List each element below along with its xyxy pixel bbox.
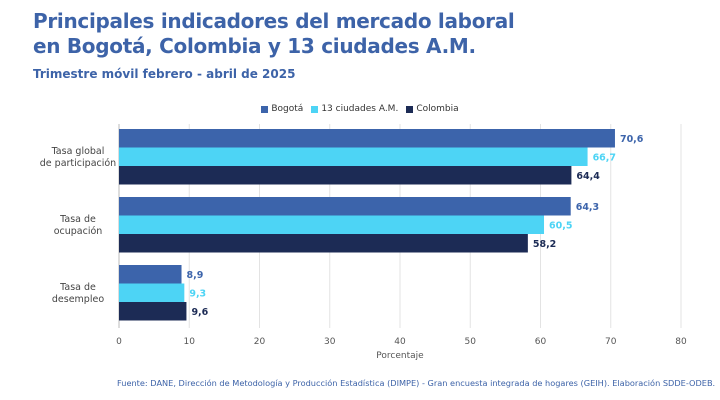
- bar: [119, 166, 572, 185]
- bar: [119, 265, 182, 284]
- bar: [119, 147, 588, 166]
- x-tick-label: 10: [184, 337, 196, 347]
- legend-swatch-13-ciudades: [311, 105, 319, 113]
- legend-swatch-colombia: [406, 105, 414, 113]
- bar: [119, 302, 187, 321]
- x-tick-label: 50: [465, 337, 477, 347]
- x-tick-label: 80: [675, 337, 687, 347]
- data-label: 70,6: [620, 134, 644, 145]
- x-tick-label: 30: [324, 337, 336, 347]
- chart-title-line-2: en Bogotá, Colombia y 13 ciudades A.M.: [33, 34, 476, 58]
- data-label: 58,2: [533, 239, 556, 250]
- chart-legend: Bogotá 13 ciudades A.M. Colombia: [0, 104, 720, 114]
- category-label: desempleo: [52, 294, 104, 305]
- chart-title: Principales indicadores del mercado labo…: [33, 9, 515, 59]
- category-label: Tasa de: [59, 214, 96, 225]
- data-label: 60,5: [549, 220, 572, 231]
- legend-item-bogota: Bogotá: [261, 104, 303, 114]
- bar: [119, 283, 185, 302]
- legend-label-13-ciudades: 13 ciudades A.M.: [321, 104, 399, 114]
- legend-swatch-bogota: [261, 105, 269, 113]
- data-label: 9,3: [189, 288, 206, 299]
- x-tick-label: 40: [394, 337, 406, 347]
- chart-subtitle: Trimestre móvil febrero - abril de 2025: [33, 67, 296, 81]
- legend-item-colombia: Colombia: [406, 104, 459, 114]
- x-tick-label: 70: [605, 337, 617, 347]
- category-label: de participación: [40, 158, 116, 169]
- data-label: 64,4: [576, 171, 600, 182]
- data-label: 64,3: [576, 202, 599, 213]
- category-label: Tasa global: [51, 146, 105, 157]
- bar: [119, 234, 528, 253]
- x-tick-label: 20: [254, 337, 266, 347]
- bar: [119, 197, 571, 216]
- legend-label-bogota: Bogotá: [271, 104, 304, 114]
- x-tick-label: 60: [535, 337, 547, 347]
- bar: [119, 129, 615, 148]
- category-label: Tasa de: [59, 282, 96, 293]
- x-axis-label: Porcentaje: [376, 351, 424, 361]
- data-label: 8,9: [187, 270, 204, 281]
- bar: [119, 215, 545, 234]
- chart-title-line-1: Principales indicadores del mercado labo…: [33, 9, 515, 33]
- data-label: 9,6: [191, 307, 208, 318]
- legend-label-colombia: Colombia: [416, 104, 459, 114]
- source-note: Fuente: DANE, Dirección de Metodología y…: [117, 378, 716, 388]
- category-label: ocupación: [54, 226, 103, 237]
- x-tick-label: 0: [116, 337, 122, 347]
- data-label: 66,7: [593, 152, 616, 163]
- legend-item-13-ciudades: 13 ciudades A.M.: [311, 104, 398, 114]
